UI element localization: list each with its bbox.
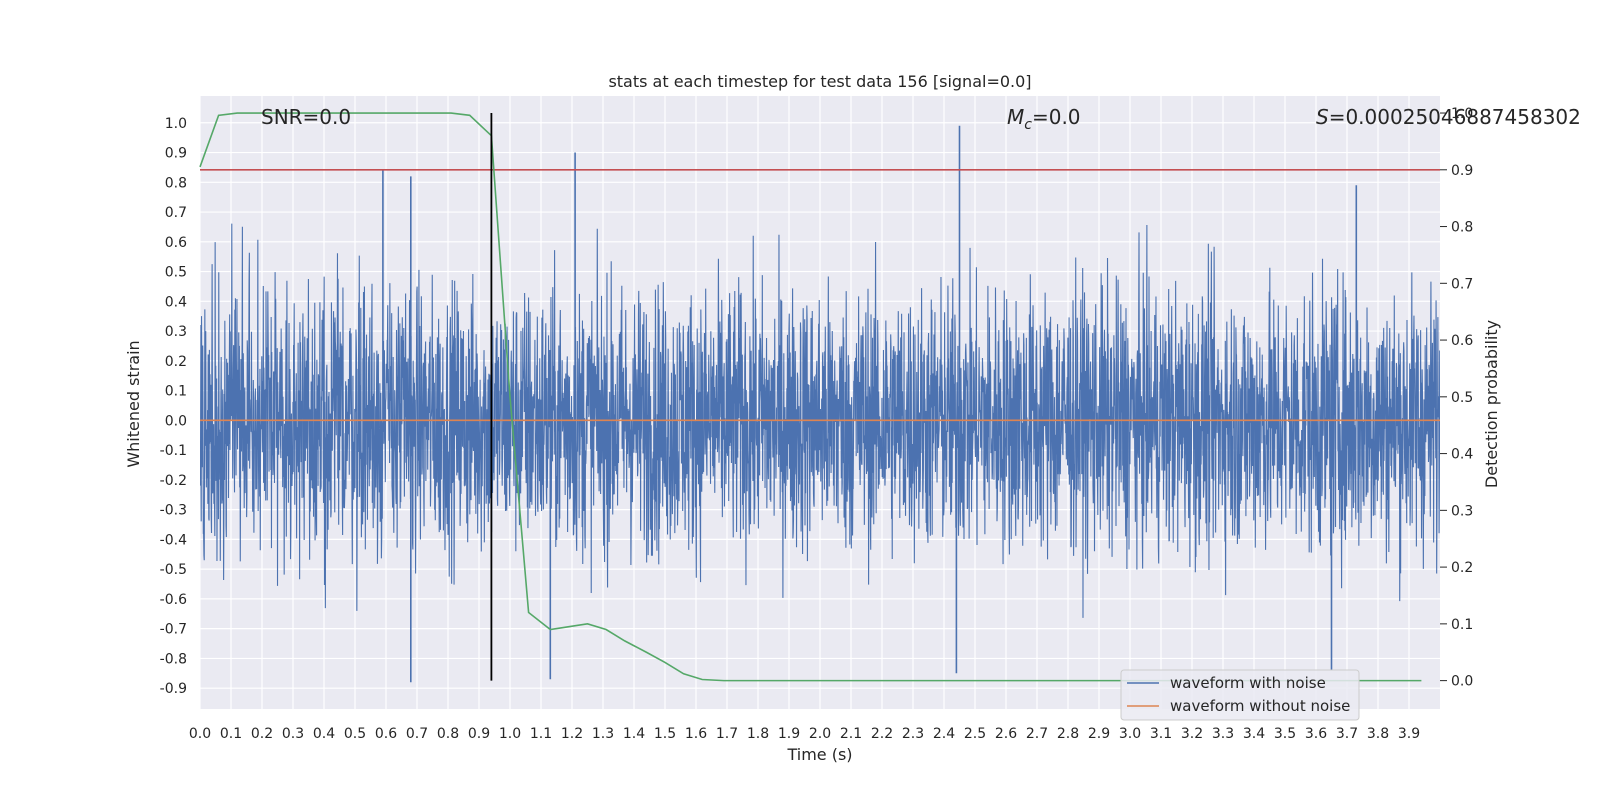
x-tick-label: 2.0 [809,726,831,742]
chart-title: stats at each timestep for test data 156… [608,72,1031,91]
x-tick-label: 2.5 [964,726,986,742]
y-tick-label: 1.0 [165,116,187,132]
y-tick-label: -0.5 [160,562,187,578]
x-tick-label: 3.5 [1274,726,1296,742]
y-axis-ticks: 1.0 0.9 0.8 0.7 0.6 0.5 0.4 0.3 0.2 0.1 0.0 -0.1 -0.… [160,116,187,697]
chirp-mass-value: =0.0 [1032,105,1081,129]
x-tick-label: 1.4 [623,726,645,742]
x-tick-label: 0.2 [251,726,273,742]
x-tick-label: 0.8 [437,726,459,742]
chirp-mass-subscript: c [1024,117,1032,133]
y-tick-label: 0.3 [165,324,187,340]
x-tick-label: 1.8 [747,726,769,742]
x-tick-label: 1.9 [778,726,800,742]
y2-tick-label: 0.5 [1451,390,1473,406]
x-tick-label: 0.9 [468,726,490,742]
y2-tick-label: 0.3 [1451,503,1473,519]
x-tick-label: 0.4 [313,726,335,742]
x-tick-label: 1.6 [685,726,707,742]
x-axis-label: Time (s) [786,745,852,764]
x-tick-label: 1.0 [499,726,521,742]
legend: waveform with noise waveform without noi… [1120,669,1360,721]
legend-box [1120,669,1360,721]
x-tick-label: 3.4 [1243,726,1265,742]
x-tick-label: 3.2 [1181,726,1203,742]
y-tick-label: -0.3 [160,503,187,519]
y-tick-label: -0.1 [160,443,187,459]
x-tick-label: 3.7 [1336,726,1358,742]
y-tick-label: -0.6 [160,592,187,608]
detection-probability-line [199,112,1422,682]
y2-tick-label: 0.7 [1451,276,1473,292]
x-tick-label: 0.1 [220,726,242,742]
x-tick-label: 1.3 [592,726,614,742]
y2-tick-label: 0.1 [1451,617,1473,633]
x-tick-label: 2.1 [840,726,862,742]
grid-lines [199,96,1440,709]
x-axis-ticks: 0.0 0.1 0.2 0.3 0.4 0.5 0.6 0.7 0.8 0.9 1.0 1.1 1.2 1… [189,726,1420,742]
y2-axis-ticks: 1.0 0.9 0.8 0.7 0.6 0.5 0.4 0.3 0.2 0.1 0.0 [1440,106,1473,690]
series-lines [199,112,1440,682]
y2-tick-label: 0.0 [1451,674,1473,690]
y-tick-label: -0.7 [160,622,187,638]
x-tick-label: 0.7 [406,726,428,742]
x-tick-label: 2.6 [995,726,1017,742]
x-tick-label: 1.5 [654,726,676,742]
y-tick-label: -0.8 [160,651,187,667]
y-tick-label: 0.4 [165,294,187,310]
x-tick-label: 3.8 [1367,726,1389,742]
y-tick-label: -0.9 [160,681,187,697]
y-tick-label: 0.5 [165,265,187,281]
y-tick-label: 0.1 [165,384,187,400]
y-tick-label: -0.4 [160,532,187,548]
snr-annotation: SNR=0.0 [261,105,351,129]
x-tick-label: 0.3 [282,726,304,742]
y2-tick-label: 0.9 [1451,163,1473,179]
y2-tick-label: 0.6 [1451,333,1473,349]
s-value: =0.00025046887458302 [1329,105,1581,129]
x-tick-label: 3.9 [1398,726,1420,742]
y-tick-label: 0.0 [165,413,187,429]
x-tick-label: 2.2 [871,726,893,742]
x-tick-label: 3.3 [1212,726,1234,742]
x-tick-label: 1.2 [561,726,583,742]
x-tick-label: 2.7 [1026,726,1048,742]
legend-label-noise: waveform with noise [1170,674,1326,692]
y-tick-label: 0.8 [165,175,187,191]
y-tick-label: 0.2 [165,354,187,370]
x-tick-label: 2.8 [1057,726,1079,742]
y-tick-label: 0.9 [165,146,187,162]
legend-label-clean: waveform without noise [1170,697,1350,715]
y2-tick-label: 1.0 [1451,106,1473,122]
s-symbol: S [1316,105,1329,129]
x-tick-label: 1.1 [530,726,552,742]
y-tick-label: 0.7 [165,205,187,221]
s-annotation: S=0.00025046887458302 [1316,105,1581,129]
y-tick-label: -0.2 [160,473,187,489]
x-tick-label: 2.9 [1088,726,1110,742]
y2-tick-label: 0.8 [1451,220,1473,236]
x-tick-label: 0.5 [344,726,366,742]
x-tick-label: 0.0 [189,726,211,742]
x-tick-label: 3.1 [1150,726,1172,742]
chirp-mass-annotation: Mc=0.0 [1007,105,1081,133]
x-tick-label: 3.0 [1119,726,1141,742]
y2-tick-label: 0.2 [1451,560,1473,576]
y2-tick-label: 0.4 [1451,447,1473,463]
x-tick-label: 3.6 [1305,726,1327,742]
y-tick-label: 0.6 [165,235,187,251]
x-tick-label: 1.7 [716,726,738,742]
x-tick-label: 2.3 [902,726,924,742]
x-tick-label: 0.6 [375,726,397,742]
y-axis-label: Whitened strain [124,340,143,467]
chirp-mass-symbol: M [1007,105,1024,129]
x-tick-label: 2.4 [933,726,955,742]
y2-axis-label: Detection probability [1482,320,1501,488]
